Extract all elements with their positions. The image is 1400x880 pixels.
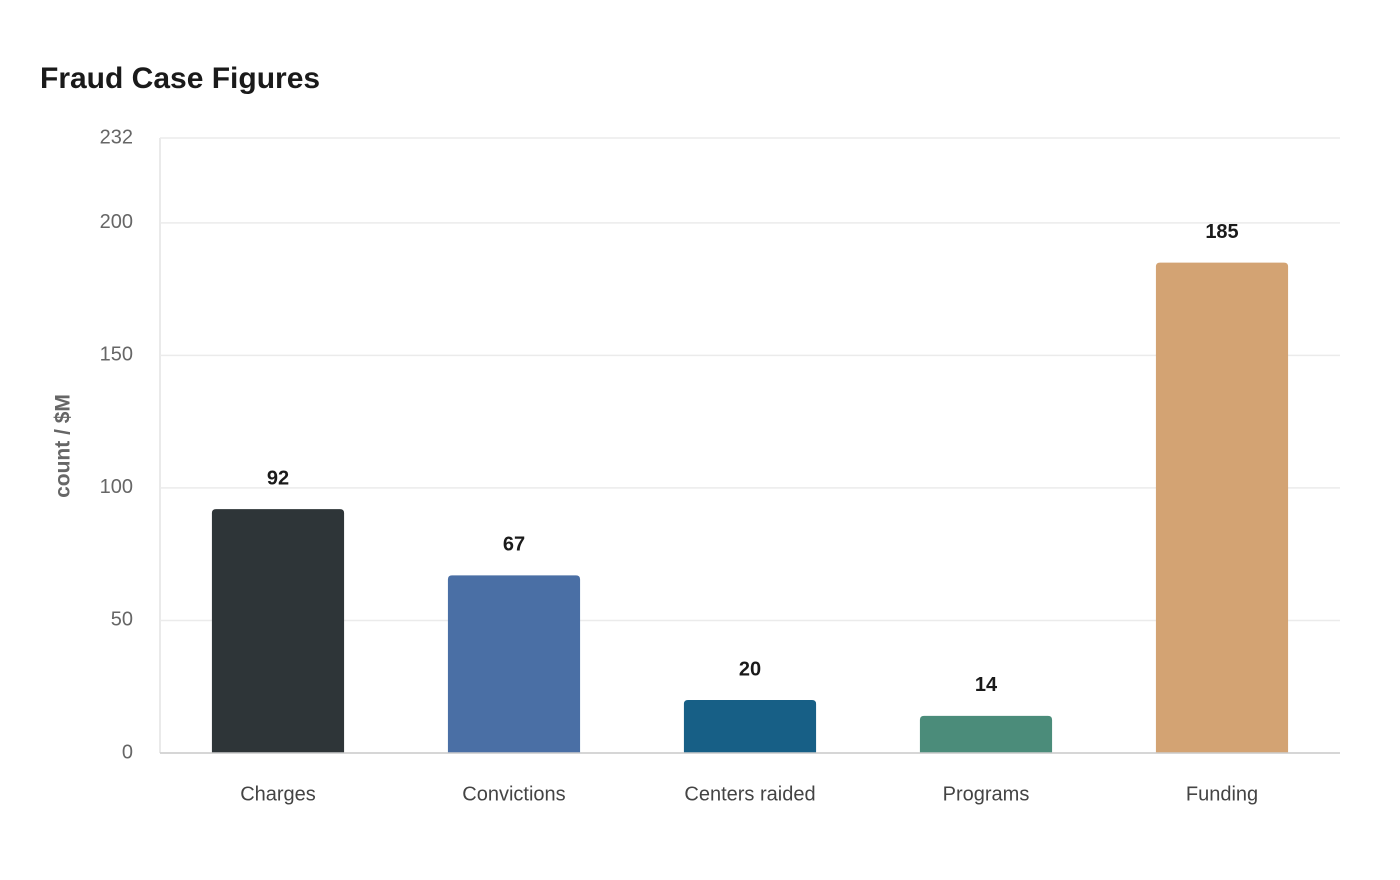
value-label: 92 <box>267 467 289 489</box>
bar <box>1155 262 1289 753</box>
bar <box>447 575 581 753</box>
y-axis-label: count / $M <box>52 394 75 498</box>
y-tick-label: 0 <box>122 741 133 763</box>
value-label: 14 <box>975 674 998 696</box>
y-tick-label: 50 <box>111 609 133 631</box>
value-label: 20 <box>739 658 761 680</box>
x-tick-label: Charges <box>240 783 316 805</box>
bar <box>919 715 1053 753</box>
x-tick-label: Convictions <box>462 783 565 805</box>
value-label: 67 <box>503 534 525 556</box>
bar <box>211 509 345 753</box>
y-tick-label: 100 <box>100 476 133 498</box>
x-tick-label: Centers raided <box>684 783 815 805</box>
bar <box>683 699 817 753</box>
value-label: 185 <box>1205 221 1238 243</box>
x-tick-label: Funding <box>1186 783 1258 805</box>
x-tick-label: Programs <box>943 783 1030 805</box>
y-tick-label: 232 <box>100 126 133 148</box>
chart-title: Fraud Case Figures <box>40 62 320 95</box>
y-tick-label: 200 <box>100 211 133 233</box>
y-tick-label: 150 <box>100 344 133 366</box>
